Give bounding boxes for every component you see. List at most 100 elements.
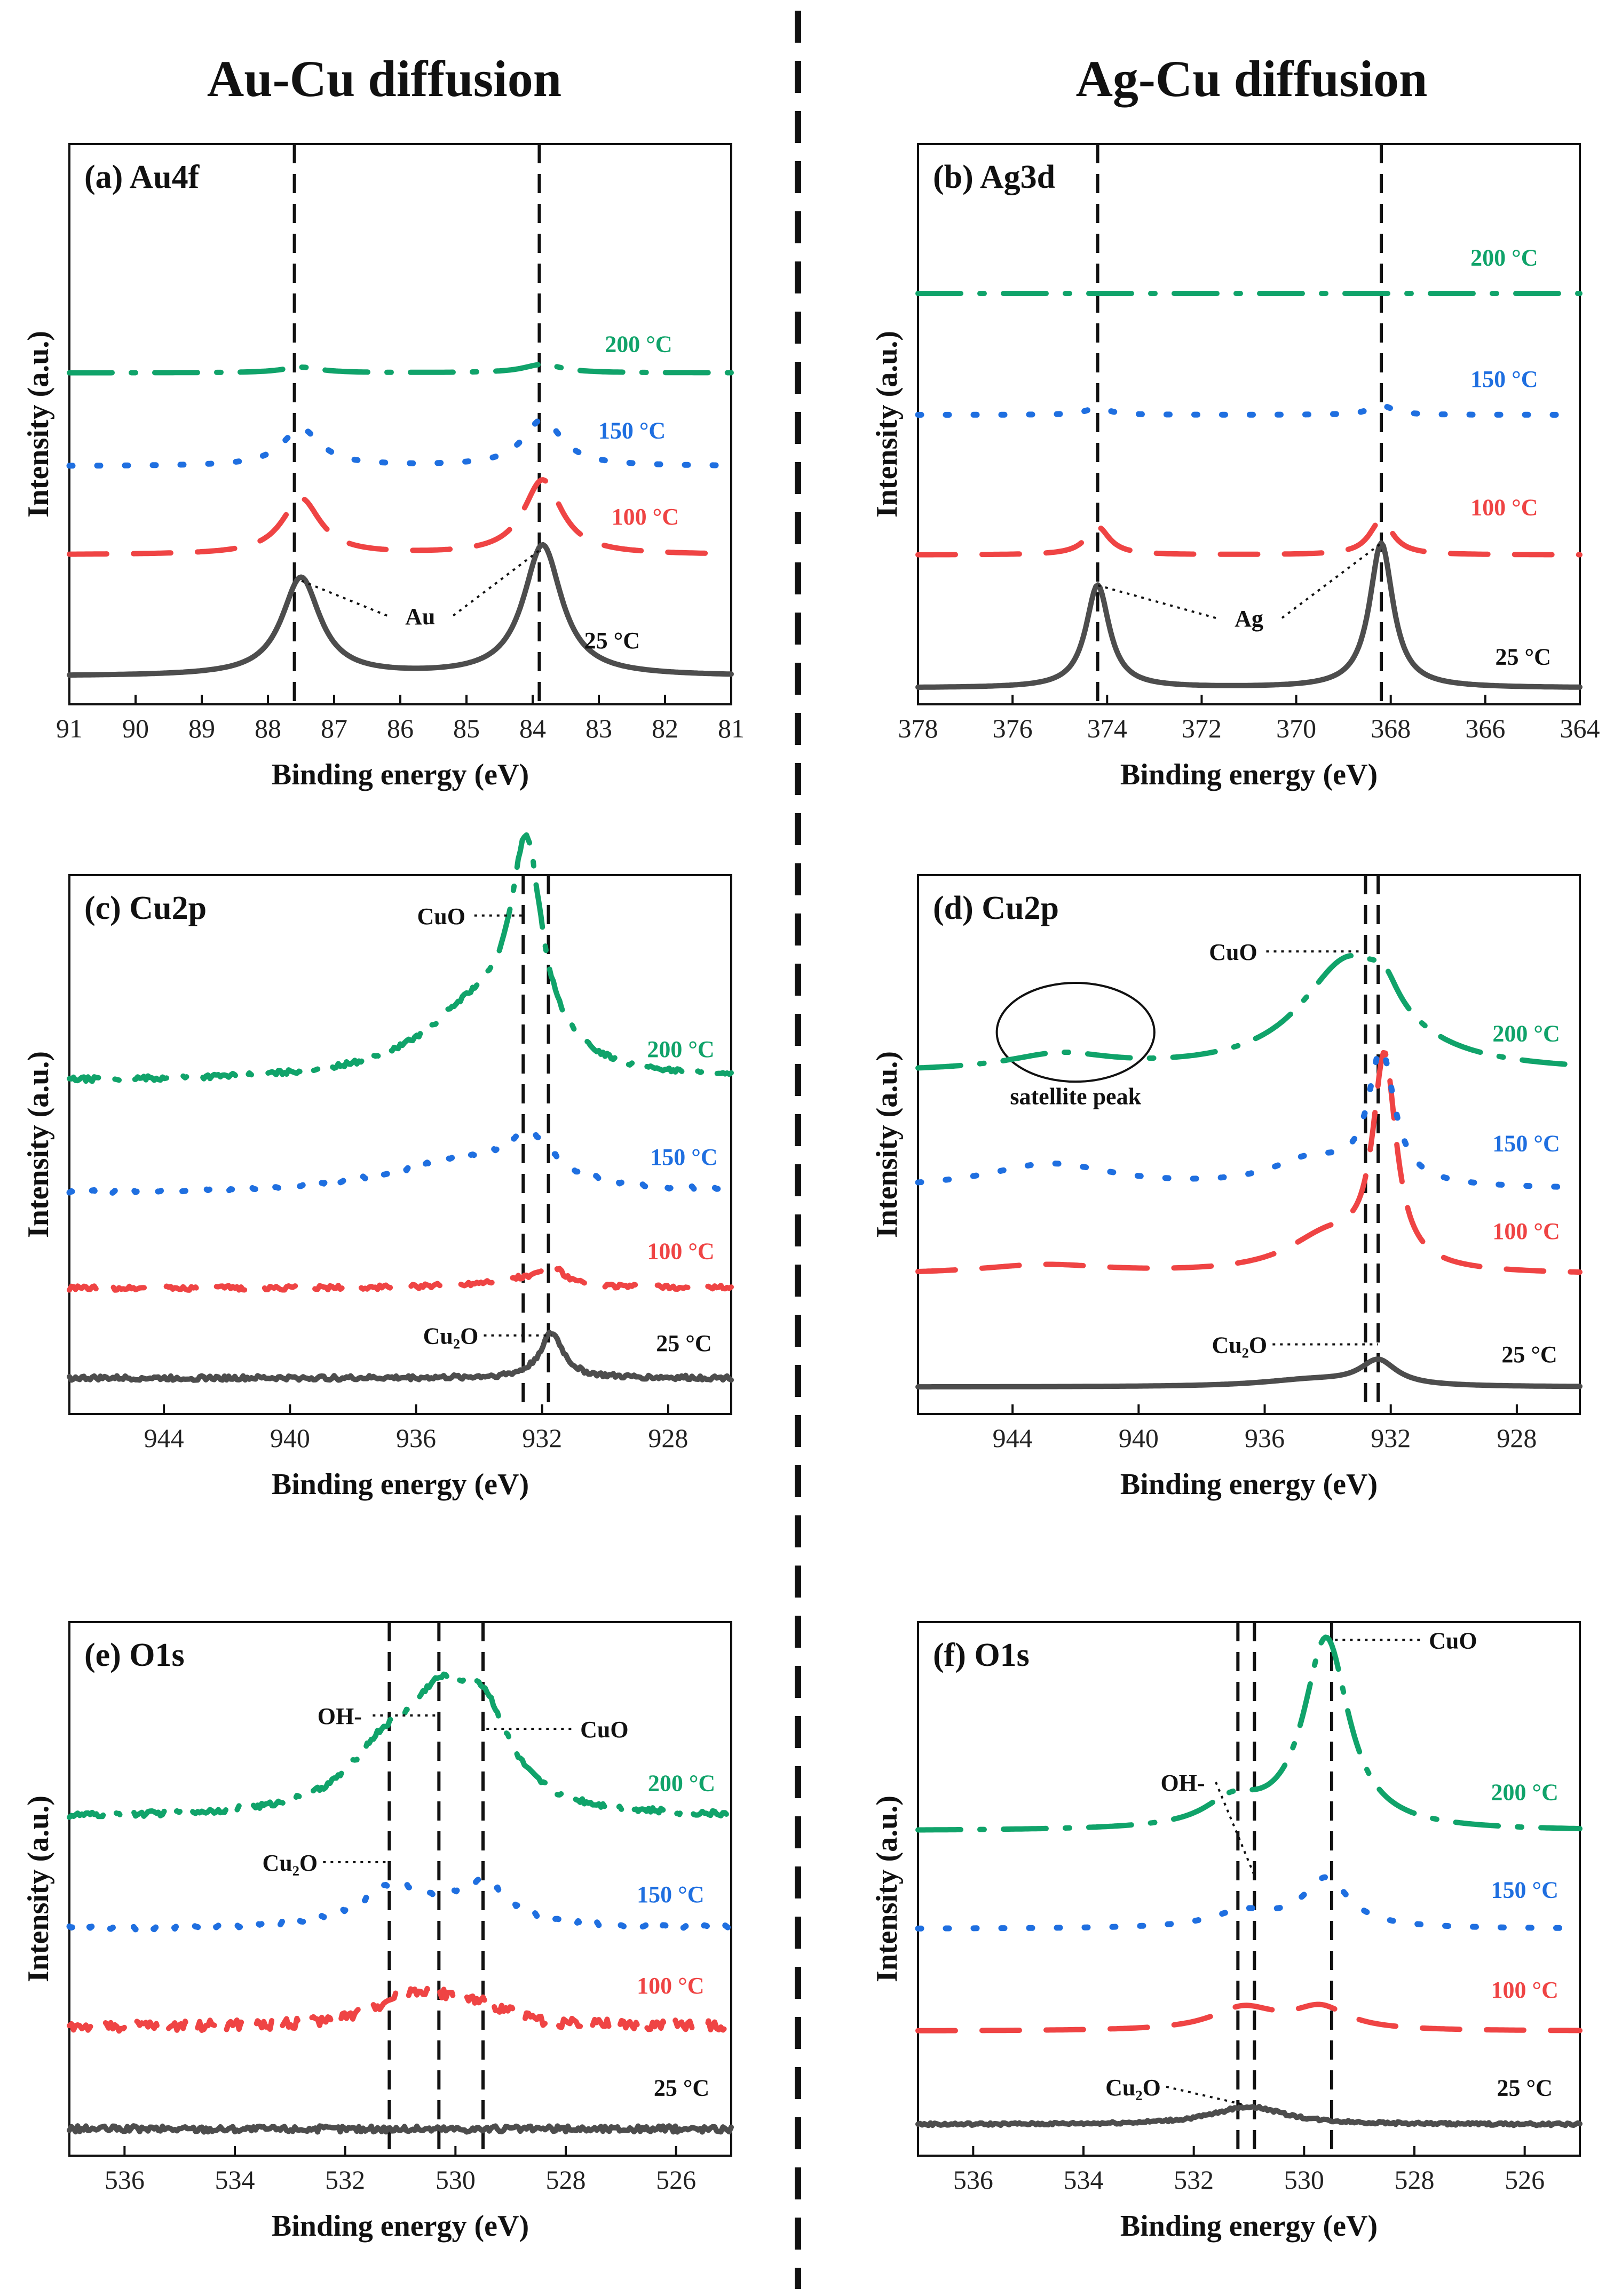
series-line-t150 xyxy=(66,416,734,469)
panel-a: 91 90 89 88 87 86 85 84 83 82 81 Binding energy (eV… xyxy=(22,143,745,791)
x-tick-label: 944 xyxy=(144,1423,184,1453)
series-line-t150 xyxy=(66,1129,734,1197)
x-axis-label: Binding energy (eV) xyxy=(272,758,529,791)
x-tick-label: 530 xyxy=(436,2165,476,2195)
panel-f: 536 534 532 530 528 526 Binding energy (eV) Int… xyxy=(871,1621,1583,2243)
series-label-t100: 100 °C xyxy=(1470,495,1538,521)
y-axis-label: Intensity (a.u.) xyxy=(871,1796,904,1982)
x-tick-label: 372 xyxy=(1182,713,1222,743)
x-tick-label: 368 xyxy=(1371,713,1411,743)
panel-b: 378 376 374 372 370 368 366 364 Binding energy (… xyxy=(871,143,1600,791)
y-axis-label: Intensity (a.u.) xyxy=(871,1051,904,1238)
x-tick-label: 84 xyxy=(519,713,546,743)
series-line-t100 xyxy=(67,477,734,557)
panel-title: (b) Ag3d xyxy=(933,159,1055,195)
series-label-t150: 150 °C xyxy=(1491,1877,1558,1903)
x-axis-label: Binding energy (eV) xyxy=(1120,2210,1378,2243)
series-label-t150: 150 °C xyxy=(637,1881,704,1908)
series-label-t200: 200 °C xyxy=(1492,1020,1560,1046)
header-right: Ag-Cu diffusion xyxy=(1076,50,1428,107)
series-line-t25 xyxy=(915,540,1583,690)
series-line-t25 xyxy=(67,1330,734,1383)
series-label-t100: 100 °C xyxy=(637,1973,704,1999)
x-tick-label: 83 xyxy=(586,713,612,743)
y-axis-label: Intensity (a.u.) xyxy=(22,1796,55,1982)
peak-annotation: CuO xyxy=(580,1717,628,1743)
series-label-t200: 200 °C xyxy=(1470,245,1538,271)
series-label-t150: 150 °C xyxy=(650,1144,717,1170)
series-line-t200 xyxy=(67,832,734,1084)
peak-annotation: OH- xyxy=(318,1703,362,1729)
annotation-leader xyxy=(1097,584,1216,619)
x-tick-label: 534 xyxy=(1064,2165,1104,2195)
series-line-t100 xyxy=(915,2001,1583,2033)
x-tick-label: 374 xyxy=(1087,713,1127,743)
y-axis-label: Intensity (a.u.) xyxy=(22,331,55,518)
peak-annotation: Cu₂O xyxy=(262,1850,318,1876)
x-tick-label: 536 xyxy=(105,2165,145,2195)
series-label-t25: 25 °C xyxy=(584,627,640,654)
series-label-t25: 25 °C xyxy=(1501,1341,1557,1368)
panel-title: (d) Cu2p xyxy=(933,890,1059,926)
header-left: Au-Cu diffusion xyxy=(207,50,561,107)
x-tick-label: 534 xyxy=(215,2165,255,2195)
series-label-t25: 25 °C xyxy=(1497,2075,1552,2101)
series-label-t150: 150 °C xyxy=(598,417,666,443)
annotation-leader xyxy=(1281,542,1382,619)
series-label-t200: 200 °C xyxy=(1491,1779,1558,1805)
x-tick-label: 90 xyxy=(122,713,149,743)
x-tick-label: 86 xyxy=(387,713,414,743)
x-tick-label: 378 xyxy=(898,713,938,743)
x-tick-label: 526 xyxy=(1505,2165,1545,2195)
x-tick-label: 366 xyxy=(1465,713,1505,743)
series-line-t100 xyxy=(67,1983,734,2034)
panel-title: (f) O1s xyxy=(933,1637,1030,1673)
plot-frame xyxy=(68,874,732,1415)
x-tick-label: 376 xyxy=(993,713,1033,743)
x-tick-label: 370 xyxy=(1276,713,1316,743)
peak-annotation: Ag xyxy=(1235,606,1263,632)
peak-annotation: CuO xyxy=(1429,1627,1477,1654)
panel-d: 944 940 936 932 928 Binding energy (eV) Intens… xyxy=(871,874,1583,1501)
x-axis-label: Binding energy (eV) xyxy=(272,1468,529,1501)
x-tick-label: 88 xyxy=(255,713,281,743)
x-tick-label: 528 xyxy=(546,2165,586,2195)
plot-frame xyxy=(68,1621,732,2157)
series-line-t100 xyxy=(915,517,1583,558)
series-line-t200 xyxy=(67,1671,734,1820)
callout-label: satellite peak xyxy=(1010,1083,1141,1109)
x-tick-label: 932 xyxy=(522,1423,562,1453)
series-label-t100: 100 °C xyxy=(612,504,679,530)
series-line-t100 xyxy=(915,1050,1583,1275)
x-tick-label: 532 xyxy=(325,2165,365,2195)
series-line-t25 xyxy=(67,2123,734,2135)
x-tick-label: 91 xyxy=(56,713,83,743)
x-tick-label: 528 xyxy=(1395,2165,1435,2195)
x-tick-label: 532 xyxy=(1174,2165,1214,2195)
x-tick-label: 940 xyxy=(270,1423,310,1453)
series-line-t150 xyxy=(915,1045,1583,1190)
peak-annotation: Cu₂O xyxy=(423,1323,479,1349)
x-axis-label: Binding energy (eV) xyxy=(1120,1468,1378,1501)
plot-frame xyxy=(917,143,1581,705)
x-tick-label: 85 xyxy=(453,713,480,743)
series-line-t25 xyxy=(915,2103,1583,2128)
series-line-t25 xyxy=(67,542,734,678)
series-line-t200 xyxy=(67,361,734,376)
series-line-t25 xyxy=(915,1356,1583,1390)
x-tick-label: 944 xyxy=(993,1423,1033,1453)
satellite-ellipse xyxy=(995,982,1156,1083)
peak-annotation: OH- xyxy=(1160,1770,1205,1796)
series-label-t200: 200 °C xyxy=(648,1770,715,1797)
series-line-t200 xyxy=(915,952,1583,1071)
peak-annotation: Cu₂O xyxy=(1105,2075,1161,2101)
y-axis-label: Intensity (a.u.) xyxy=(871,331,904,518)
series-label-t25: 25 °C xyxy=(656,1330,711,1356)
x-tick-label: 81 xyxy=(718,713,745,743)
x-tick-label: 936 xyxy=(396,1423,436,1453)
peak-annotation: Cu₂O xyxy=(1212,1332,1267,1358)
x-tick-label: 536 xyxy=(953,2165,993,2195)
x-tick-label: 932 xyxy=(1371,1423,1411,1453)
x-tick-label: 928 xyxy=(1497,1423,1537,1453)
